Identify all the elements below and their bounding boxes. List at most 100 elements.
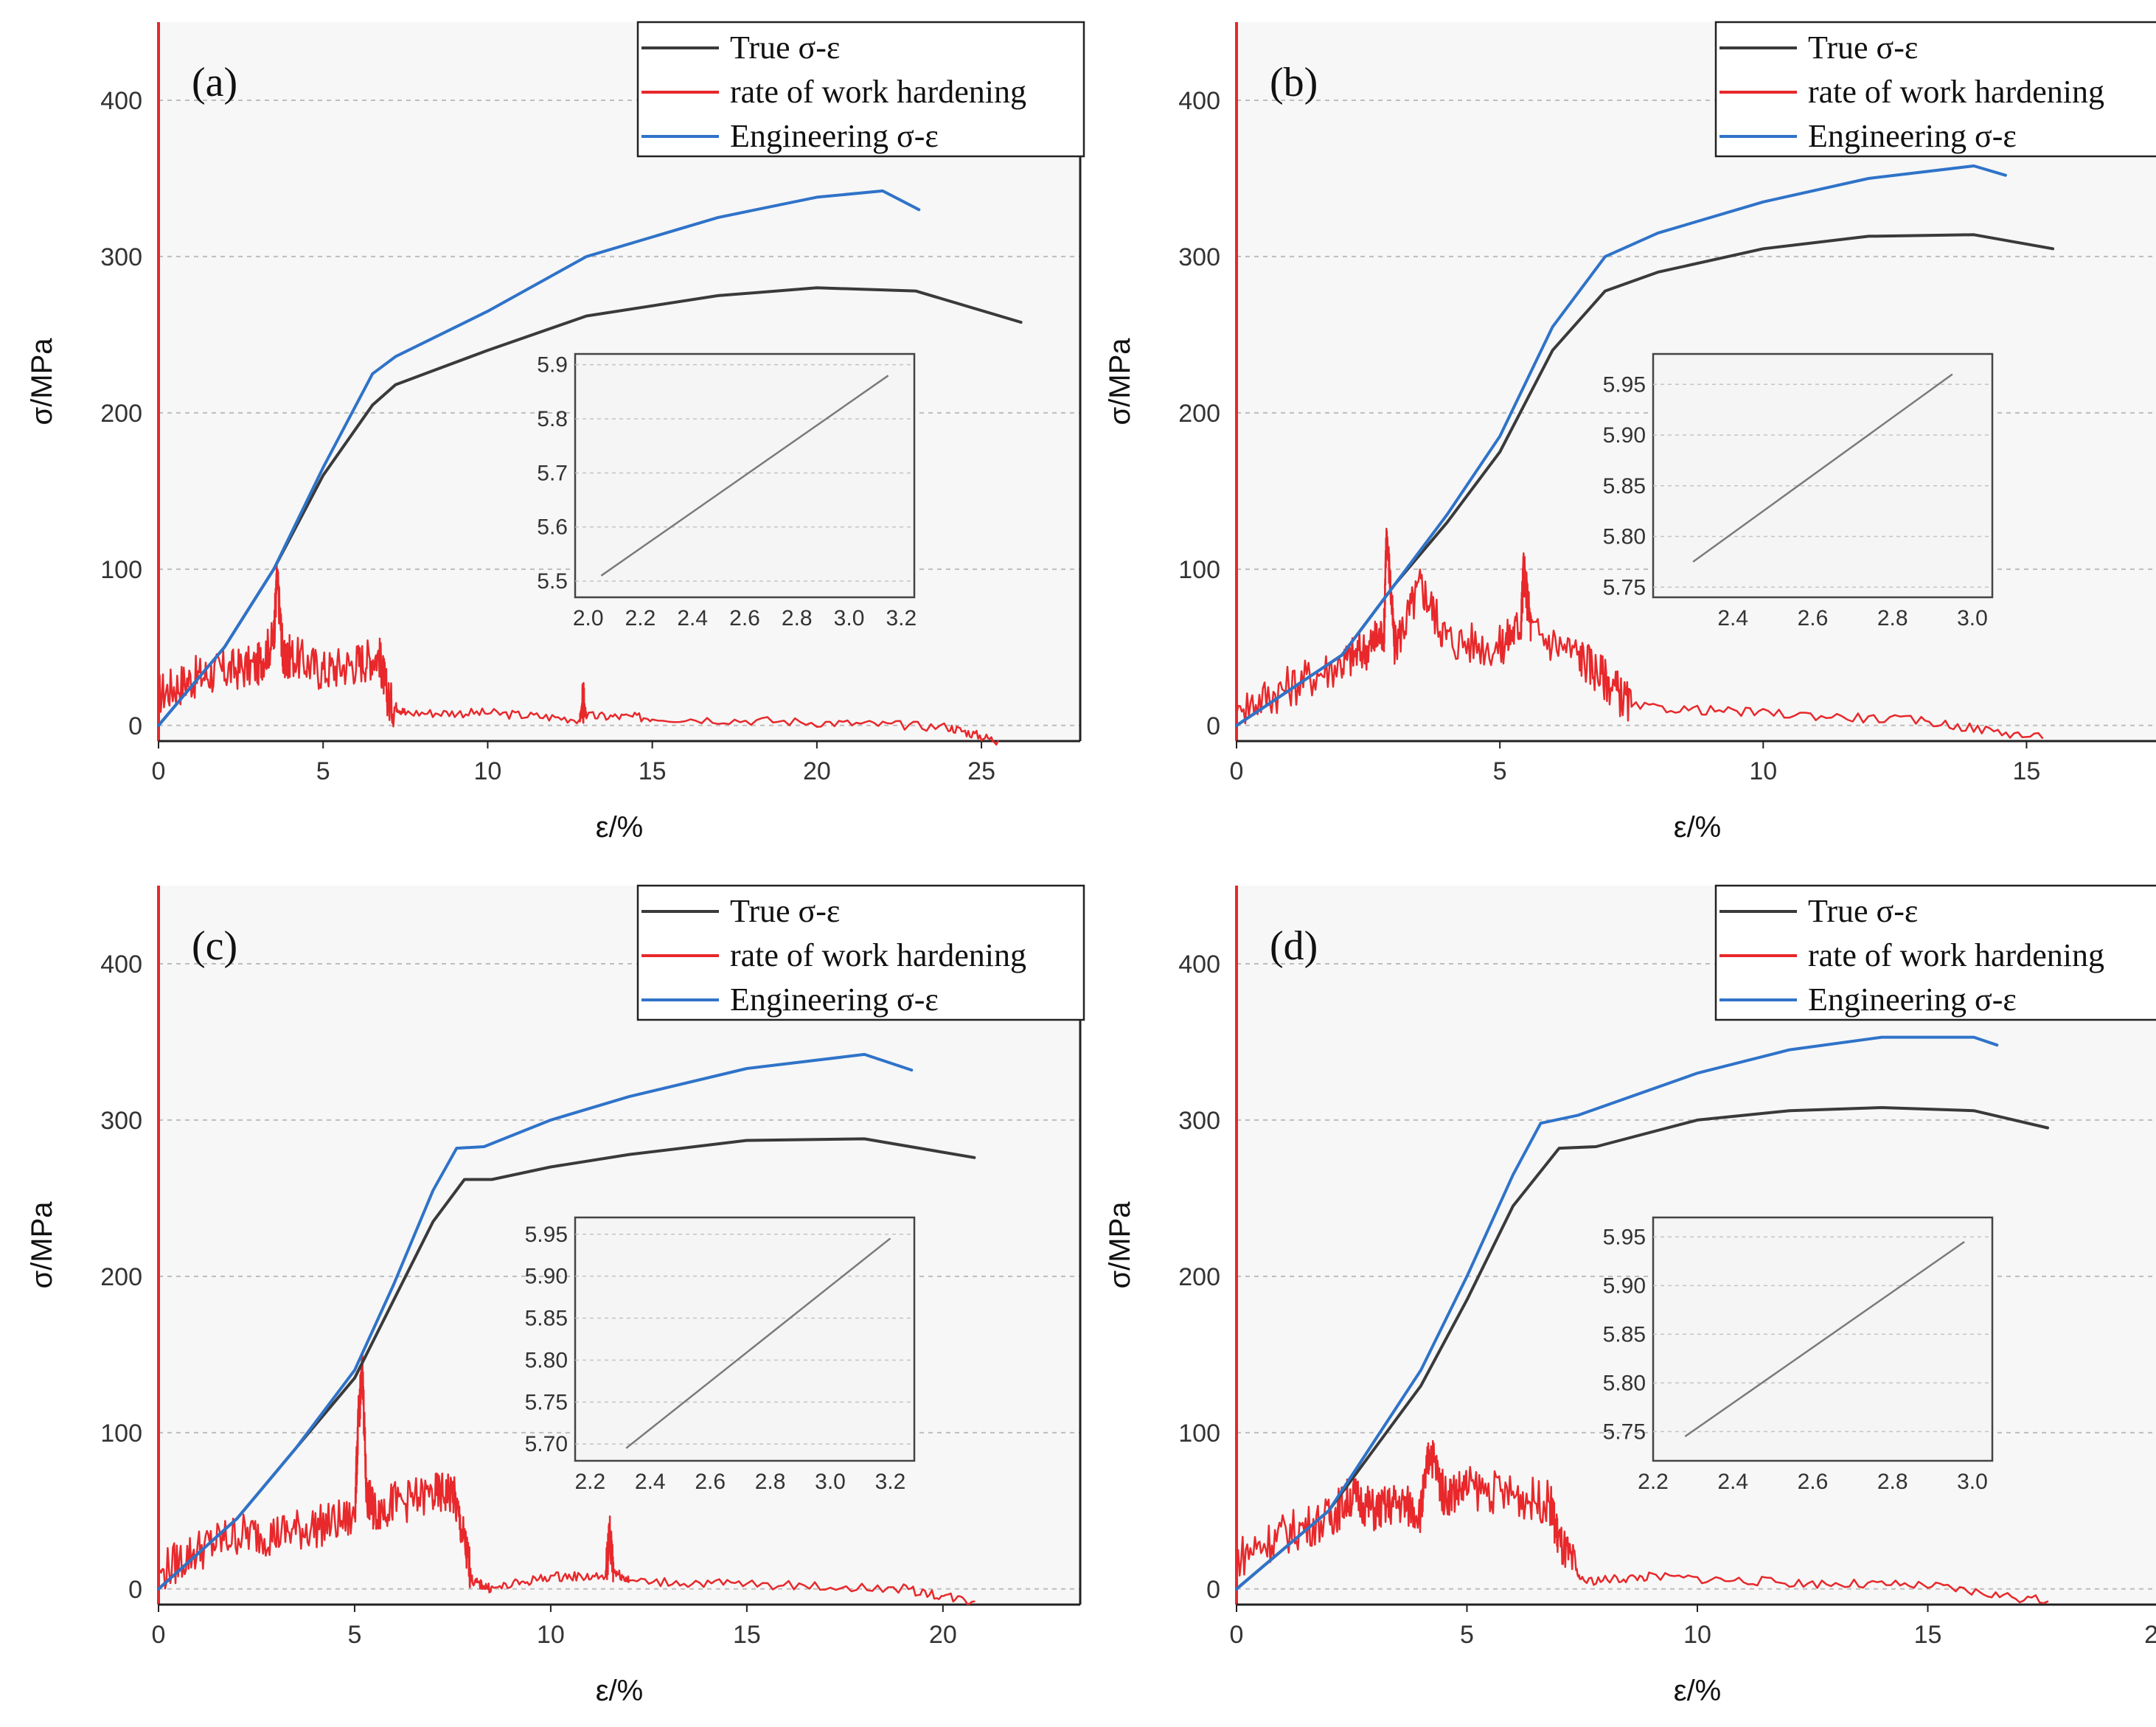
legend-box	[636, 21, 1085, 158]
x-axis-title: ε/%	[596, 811, 644, 844]
chart-panel-c: 0 100 200 300 400 0 5 10 15 20 ε/% σ/MPa (c) True σ-ε…	[0, 864, 1085, 1727]
inset-x-tick-label: 2.2	[1638, 1470, 1669, 1494]
y-tick-label: 200	[100, 1263, 142, 1291]
x-tick-label: 10	[1749, 757, 1777, 785]
inset-plot-area	[574, 1216, 916, 1462]
x-tick-label: 0	[152, 757, 166, 785]
x-tick-label: 25	[967, 757, 995, 785]
legend-item-rate-label: rate of work hardening	[1808, 937, 2104, 973]
y-tick-label: 100	[1178, 1420, 1220, 1448]
y-tick-label: 200	[100, 400, 142, 428]
true-stress-strain-line	[1235, 1106, 2049, 1591]
inset-y-tick-label: 5.8	[537, 407, 568, 431]
y-axis-title: σ/MPa	[1104, 338, 1136, 425]
inset-y-tick-label: 5.80	[1603, 525, 1646, 549]
inset-y-tick-label: 5.80	[525, 1348, 568, 1372]
inset-x-tick-label: 2.2	[625, 606, 656, 630]
legend-item-rate-label: rate of work hardening	[1808, 74, 2104, 110]
inset-x-tick-label: 2.8	[1877, 1470, 1908, 1494]
work-hardening-rate-line	[1235, 1439, 2049, 1605]
x-tick-label: 20	[2144, 1621, 2156, 1649]
x-tick-label: 0	[1230, 1621, 1244, 1649]
x-axis-title: ε/%	[1674, 1675, 1722, 1707]
inset-y-tick-label: 5.85	[1603, 1322, 1646, 1346]
chart-panel-d: 0 100 200 300 400 0 5 10 15 20 ε/% σ/MPa (d) True σ-ε…	[1078, 864, 2156, 1727]
inset-x-tick-label: 3.2	[886, 606, 917, 630]
chart-svg-b: 0 100 200 300 400 0 5 10 15 ε/% σ/MPa (b) True σ-ε ra…	[1104, 21, 2156, 844]
inset-y-tick-label: 5.95	[525, 1223, 568, 1247]
y-tick-label: 400	[100, 951, 142, 979]
panel-label: (a)	[192, 60, 237, 105]
chart-svg-c: 0 100 200 300 400 0 5 10 15 20 ε/% σ/MPa (c) True σ-ε…	[26, 884, 1085, 1707]
inset-x-tick-label: 2.8	[755, 1470, 786, 1494]
legend: True σ-ε rate of work hardening Engineerin…	[1714, 884, 2156, 1021]
x-tick-label: 20	[803, 757, 831, 785]
inset-x-tick-label: 2.6	[729, 606, 760, 630]
y-tick-label: 200	[1178, 1263, 1220, 1291]
x-tick-label: 15	[639, 757, 667, 785]
inset-x-tick-label: 2.0	[573, 606, 604, 630]
inset-y-tick-label: 5.5	[537, 569, 568, 594]
inset-y-tick-label: 5.7	[537, 461, 568, 485]
panel-label: (c)	[192, 923, 237, 969]
inset-line	[1692, 373, 1953, 563]
inset-x-tick-label: 2.6	[1798, 606, 1829, 630]
panel-label: (b)	[1270, 60, 1318, 105]
inset-y-tick-label: 5.90	[525, 1265, 568, 1289]
x-tick-label: 5	[316, 757, 330, 785]
inset-y-tick-label: 5.95	[1603, 1225, 1646, 1249]
inset-x-tick-label: 2.4	[1717, 1470, 1748, 1494]
x-tick-label: 10	[474, 757, 502, 785]
inset-x-tick-label: 3.0	[1957, 1470, 1988, 1494]
inset-x-tick-label: 2.6	[1798, 1470, 1829, 1494]
inset-x-tick-label: 2.2	[574, 1470, 605, 1494]
engineering-stress-strain-line	[1235, 1035, 1999, 1591]
x-tick-label: 15	[1914, 1621, 1942, 1649]
inset-y-tick-label: 5.85	[525, 1307, 568, 1331]
inset-y-tick-label: 5.70	[525, 1432, 568, 1456]
legend: True σ-ε rate of work hardening Engineerin…	[636, 884, 1085, 1021]
inset-y-tick-label: 5.90	[1603, 423, 1646, 448]
legend-box	[1714, 884, 2156, 1021]
inset-y-tick-label: 5.90	[1603, 1273, 1646, 1298]
legend-item-engineering-label: Engineering σ-ε	[1808, 981, 2017, 1018]
x-tick-label: 15	[733, 1621, 761, 1649]
inset-chart: 5.75 5.80 5.85 5.90 5.95 2.4 2.6 2.8 3.0	[1603, 352, 1994, 630]
inset-y-tick-label: 5.75	[1603, 575, 1646, 600]
y-tick-label: 0	[1206, 1576, 1220, 1604]
x-tick-label: 0	[152, 1621, 166, 1649]
x-tick-label: 5	[347, 1621, 361, 1649]
inset-x-tick-label: 3.0	[834, 606, 865, 630]
y-axis-title: σ/MPa	[26, 338, 58, 425]
y-tick-label: 0	[1206, 712, 1220, 740]
x-tick-label: 5	[1493, 757, 1507, 785]
x-tick-label: 15	[2013, 757, 2041, 785]
y-axis-title: σ/MPa	[1104, 1201, 1136, 1289]
engineering-stress-strain-line	[1235, 164, 2007, 727]
x-tick-label: 20	[929, 1621, 957, 1649]
legend: True σ-ε rate of work hardening Engineerin…	[636, 21, 1085, 158]
x-tick-label: 5	[1460, 1621, 1474, 1649]
legend-item-true-label: True σ-ε	[1808, 29, 1918, 66]
legend-item-engineering-label: Engineering σ-ε	[1808, 118, 2017, 154]
work-hardening-rate-line	[1235, 527, 2044, 740]
y-tick-label: 100	[100, 1420, 142, 1448]
inset-y-tick-label: 5.85	[1603, 474, 1646, 498]
inset-x-tick-label: 2.8	[782, 606, 813, 630]
chart-panel-b: 0 100 200 300 400 0 5 10 15 ε/% σ/MPa (b) True σ-ε ra…	[1078, 0, 2156, 864]
inset-x-tick-label: 2.4	[635, 1470, 666, 1494]
x-tick-label: 0	[1230, 757, 1244, 785]
y-tick-label: 300	[1178, 243, 1220, 271]
legend-box	[1714, 21, 2156, 158]
legend-item-true-label: True σ-ε	[730, 29, 840, 66]
inset-x-tick-label: 2.4	[1717, 606, 1748, 630]
panel-label: (d)	[1270, 923, 1318, 969]
legend-item-rate-label: rate of work hardening	[730, 937, 1026, 973]
engineering-stress-strain-line	[157, 1052, 914, 1591]
inset-chart: 5.5 5.6 5.7 5.8 5.9 2.0 2.2 2.4 2.6 2.8 3.0 3.2	[537, 353, 917, 630]
inset-x-tick-label: 2.4	[677, 606, 708, 630]
y-tick-label: 0	[128, 1576, 142, 1604]
inset-y-tick-label: 5.75	[525, 1390, 568, 1414]
x-axis-title: ε/%	[596, 1675, 644, 1707]
inset-y-tick-label: 5.95	[1603, 372, 1646, 397]
